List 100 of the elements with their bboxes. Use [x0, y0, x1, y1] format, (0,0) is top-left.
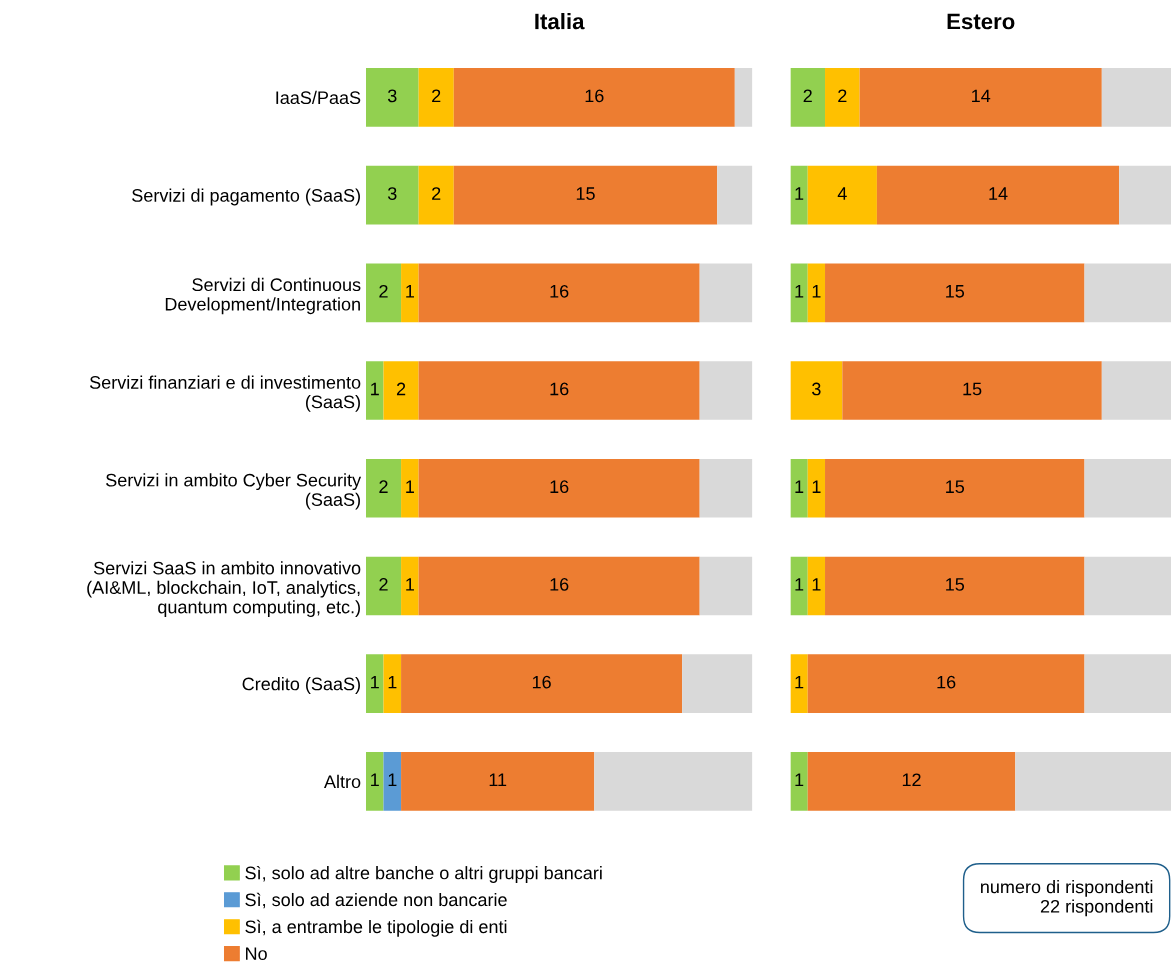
data-label: 16: [550, 480, 569, 494]
bar: [790, 752, 808, 811]
bar: [401, 556, 419, 616]
bar: [365, 654, 384, 713]
bar: [699, 458, 753, 518]
bar: [383, 752, 402, 811]
bar: [418, 361, 700, 420]
data-label: 16: [550, 382, 569, 396]
bar: [418, 165, 454, 225]
bar: [699, 361, 753, 420]
bar: [1101, 361, 1171, 420]
bar: [790, 654, 808, 713]
data-label: 2: [379, 284, 388, 298]
bar: [418, 556, 700, 616]
y-tick-label: Servizi in ambito Cyber Security (SaaS): [106, 473, 362, 510]
bar: [453, 165, 718, 225]
bar: [825, 458, 1085, 518]
y-tick-label: Servizi finanziari e di investimento (SaaS): [89, 375, 361, 412]
data-label: 3: [812, 382, 821, 396]
y-tick-label: IaaS/PaaS: [276, 90, 361, 105]
bar: [383, 361, 419, 420]
chart-title: Estero: [947, 13, 1015, 30]
data-label: 2: [379, 578, 388, 591]
data-label: 3: [387, 187, 397, 200]
bar: [825, 263, 1085, 323]
data-label: 1: [795, 773, 804, 787]
bar: [807, 458, 826, 518]
data-label: 1: [795, 578, 804, 591]
bar: [365, 458, 402, 518]
data-label: 1: [371, 675, 379, 689]
bar: [825, 68, 860, 127]
bar: [790, 556, 808, 616]
bar: [365, 361, 384, 420]
bar: [790, 458, 808, 518]
y-tick-label: Servizi SaaS in ambito innovativo (AI&ML, blockchain, IoT, analytics, quantum computing, etc.): [87, 561, 361, 617]
data-label: 1: [795, 675, 804, 689]
data-label: 1: [795, 480, 804, 493]
y-tick-label: Servizi di Continuous Development/Integration: [165, 277, 361, 315]
bar: [1084, 458, 1171, 518]
data-label: 1: [371, 773, 379, 787]
bar: [682, 654, 753, 713]
data-label: 1: [388, 773, 397, 787]
y-tick-label: Servizi di pagamento (SaaS): [132, 188, 360, 206]
data-label: 3: [387, 89, 397, 103]
bar: [418, 68, 454, 127]
bar: [365, 165, 419, 225]
data-label: 15: [946, 480, 965, 494]
chart-title: Italia: [535, 13, 585, 30]
data-label: 2: [432, 187, 441, 200]
legend-label: Sì, a entrambe le tipologie di enti: [245, 919, 507, 937]
bar: [807, 556, 826, 616]
data-label: 2: [838, 89, 847, 103]
bar: [1084, 556, 1171, 616]
bar: [401, 752, 595, 811]
bar: [717, 165, 753, 225]
bar: [790, 361, 843, 420]
bar: [734, 68, 753, 127]
bar: [365, 556, 402, 616]
bar: [401, 654, 683, 713]
data-label: 1: [812, 480, 821, 493]
bar: [365, 263, 402, 323]
data-label: 15: [576, 187, 595, 200]
data-label: 1: [406, 578, 414, 591]
bar: [1015, 752, 1171, 811]
data-label: 12: [902, 773, 921, 787]
bar: [807, 654, 1085, 713]
y-tick-label: Altro: [323, 774, 361, 789]
data-label: 1: [812, 578, 821, 591]
data-label: 1: [406, 285, 414, 298]
data-label: 2: [803, 89, 812, 103]
text: numero di rispondenti 22 rispondenti: [981, 880, 1153, 917]
bar: [807, 263, 826, 323]
data-label: 1: [812, 285, 821, 298]
bar: [1084, 654, 1171, 713]
bar: [699, 263, 753, 323]
bar: [699, 556, 753, 616]
bar: [859, 68, 1102, 127]
bar: [453, 68, 735, 127]
bar: [807, 752, 1016, 811]
data-label: 11: [489, 773, 507, 787]
data-label: 16: [550, 284, 569, 298]
data-label: 16: [532, 675, 551, 689]
data-label: 15: [963, 382, 982, 396]
bar: [594, 752, 753, 811]
data-label: 4: [837, 187, 847, 200]
data-label: 1: [795, 187, 804, 200]
bar: [401, 263, 419, 323]
data-label: 1: [388, 675, 397, 689]
bar: [876, 165, 1120, 225]
bar: [418, 458, 700, 518]
data-label: 16: [937, 675, 956, 689]
bar: [825, 556, 1085, 616]
bar: [842, 361, 1102, 420]
data-label: 14: [972, 89, 991, 103]
bar: [418, 263, 700, 323]
bar: [790, 263, 808, 323]
bar: [1084, 263, 1171, 323]
data-label: 16: [550, 578, 569, 591]
bar: [401, 458, 419, 518]
data-label: 2: [379, 480, 388, 493]
